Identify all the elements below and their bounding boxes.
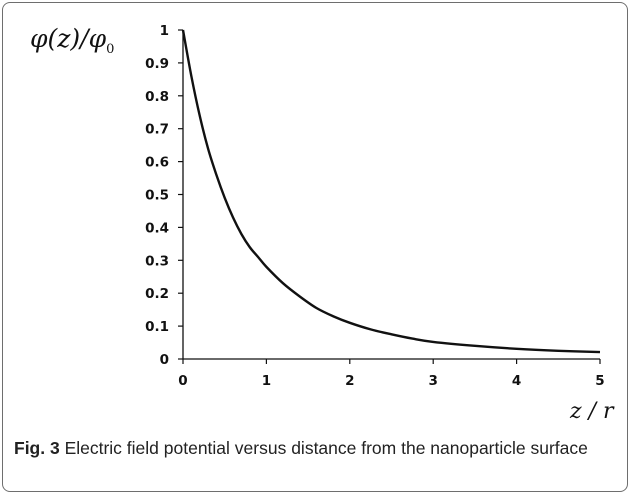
series-line [181,29,601,354]
y-tick-label: 0.7 [145,122,169,138]
caption-text: Electric field potential versus distance… [59,438,588,458]
x-tick-label: 2 [345,373,354,389]
x-tick-label: 4 [512,373,521,389]
caption-label: Fig. 3 [14,438,60,458]
x-tick-label: 0 [178,373,187,389]
y-tick-label: 0.4 [145,220,169,236]
y-tick-label: 0.1 [145,319,169,335]
axes [178,29,601,364]
figure-caption: Fig. 3 Electric field potential versus d… [14,436,614,461]
x-axis-label: z / r [569,399,615,424]
y-tick-label: 0.2 [145,286,169,302]
figure-frame [2,2,628,492]
y-tick-labels: 0 0.1 0.2 0.3 0.4 0.5 0.6 0.7 0.8 0.9 1 [145,23,169,368]
x-tick-label: 5 [595,373,604,389]
y-tick-label: 0.6 [145,155,169,171]
y-tick-label: 0.8 [145,89,169,105]
y-tick-label: 1 [160,23,169,39]
y-tick-label: 0 [160,352,169,368]
y-axis-label: φ(z)/φ0 [30,24,114,57]
chart: φ(z)/φ0 0 0.1 0.2 0.3 0.4 0.5 0.6 0.7 0.8 0.9 1 0 1… [30,23,615,424]
x-tick-labels: 0 1 2 3 4 5 [178,373,604,389]
y-tick-label: 0.5 [145,188,169,204]
y-tick-label: 0.3 [145,253,169,269]
y-tick-label: 0.9 [145,56,169,72]
x-tick-label: 3 [428,373,437,389]
x-tick-label: 1 [262,373,271,389]
